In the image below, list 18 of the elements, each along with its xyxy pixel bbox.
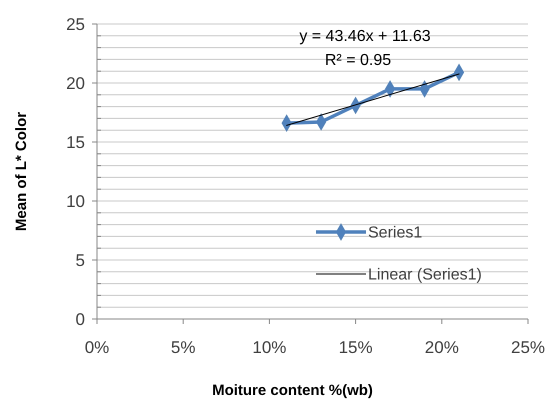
y-tick-label: 0 <box>76 310 85 329</box>
x-axis-title: Moiture content %(wb) <box>212 382 373 399</box>
annotation: R² = 0.95 <box>324 52 392 69</box>
x-tick-label: 15% <box>338 338 373 357</box>
y-tick-label: 20 <box>66 74 85 93</box>
legend-label: Linear (Series1) <box>368 266 482 284</box>
y-tick-label: 10 <box>66 192 85 211</box>
y-tick-label: 25 <box>66 14 85 34</box>
x-tick-label: 10% <box>252 338 286 357</box>
x-tick-label: 0% <box>84 338 110 357</box>
y-axis-title: Mean of L* Color <box>13 112 30 232</box>
x-tick-label: 5% <box>170 338 196 357</box>
legend-label: Series1 <box>368 224 422 242</box>
y-tick-label: 5 <box>76 250 85 270</box>
annotation: y = 43.46x + 11.63 <box>299 28 431 45</box>
x-tick-label: 20% <box>424 338 459 357</box>
y-tick-label: 15 <box>66 132 85 152</box>
x-tick-label: 25% <box>510 338 546 357</box>
